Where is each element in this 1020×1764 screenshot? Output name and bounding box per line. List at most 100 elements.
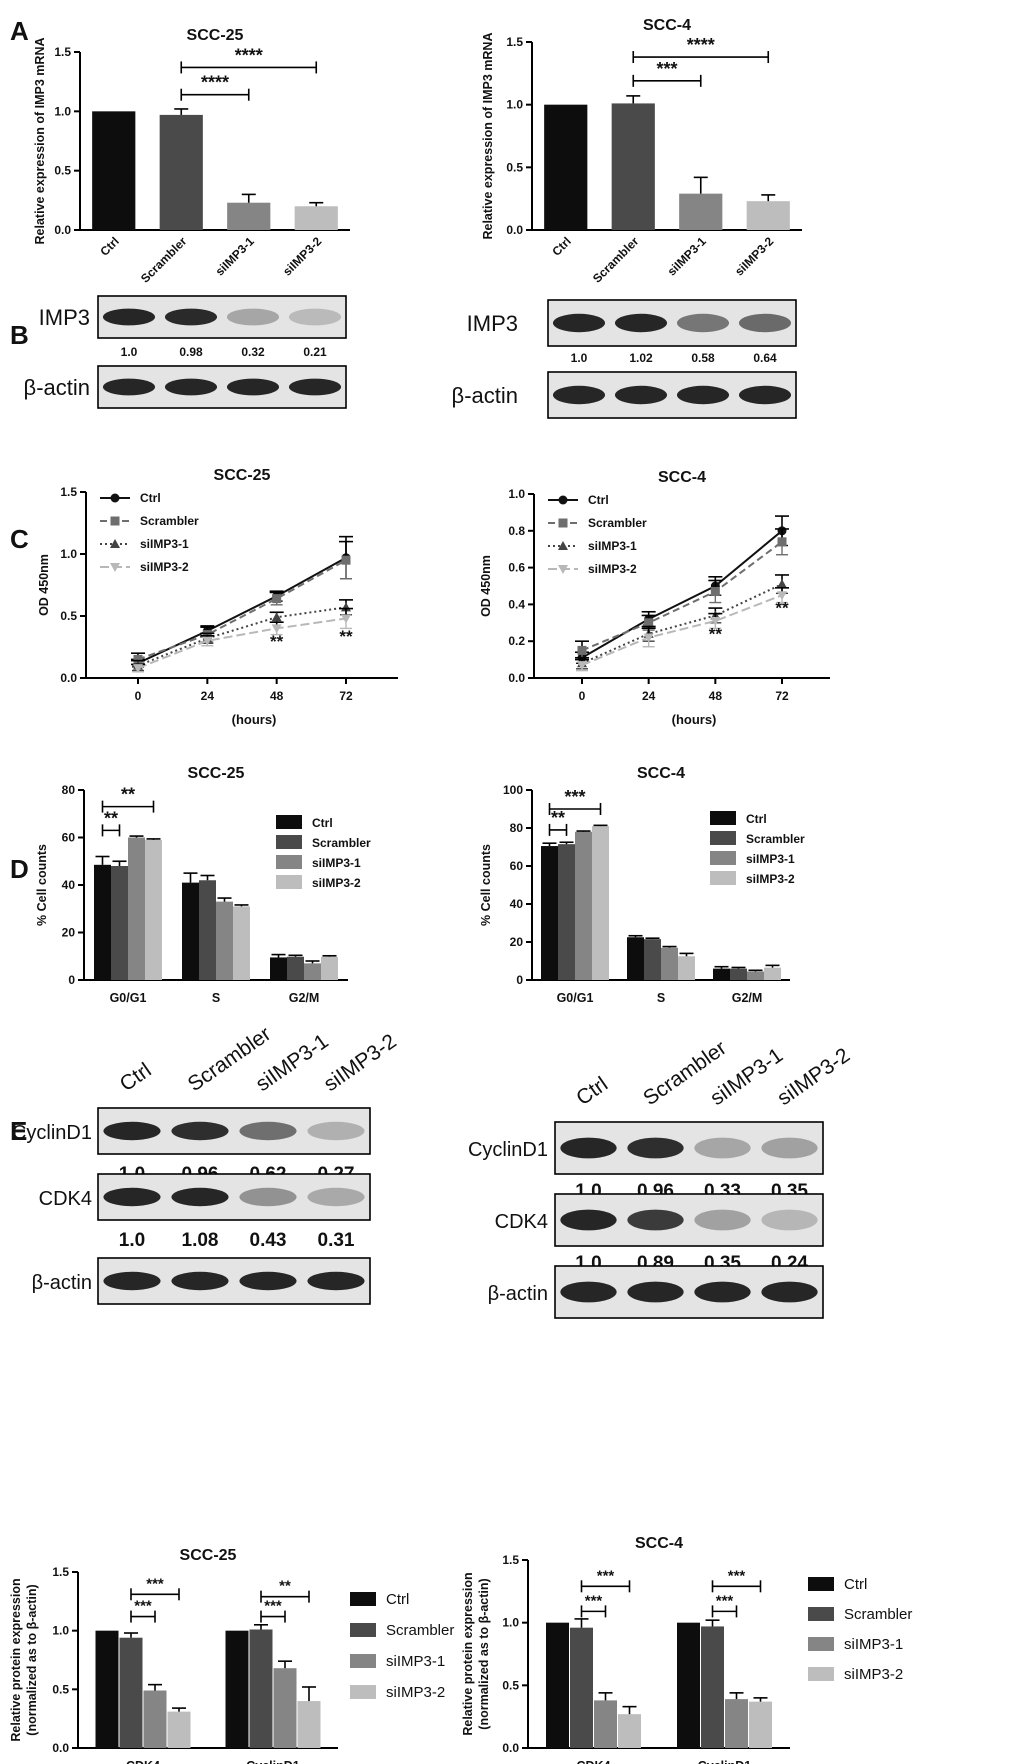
significance-label: ****: [687, 35, 715, 55]
chart-D-right: 0 20 40 60 80 100 SCC-4 % Cell counts G0/G1 S G2/M…: [479, 765, 805, 1005]
x-tick-label: 48: [270, 689, 284, 703]
bar-scrambler: [558, 844, 575, 980]
band: [102, 308, 156, 326]
band: [676, 385, 730, 405]
legend-swatch: [276, 815, 302, 829]
legend-swatch: [350, 1592, 376, 1606]
significance-label: ****: [201, 73, 229, 93]
y-tick-label: 20: [62, 926, 76, 940]
legend-label: siIMP3-1: [140, 537, 189, 551]
bar-ctrl: [544, 104, 588, 230]
series-line-siimp3-1: [581, 583, 783, 665]
x-tick-label: 48: [709, 689, 723, 703]
band-quantification: 0.21: [303, 345, 327, 359]
bar-siimp3-1: [747, 971, 764, 980]
series-line-scrambler: [581, 541, 783, 652]
chart-C-left: 0.0 0.5 1.0 1.5 SCC-25 OD 450nm 0 24 48 72 (hours)…: [37, 467, 398, 727]
band: [307, 1271, 365, 1291]
protein-label: CyclinD1: [12, 1122, 92, 1144]
band-quantification: 0.64: [753, 351, 777, 365]
panel-label-e: E: [10, 1116, 27, 1146]
protein-label: CyclinD1: [468, 1139, 548, 1161]
band-quantification: 1.02: [629, 351, 653, 365]
legend-label: siIMP3-2: [588, 562, 637, 576]
marker-triangle-down: [777, 591, 787, 601]
legend-label: siIMP3-1: [588, 539, 637, 553]
bar-scrambler: [644, 939, 661, 980]
y-tick-label: 80: [62, 783, 76, 797]
bar-scrambler: [111, 866, 128, 980]
legend-label: Scrambler: [588, 516, 647, 530]
bar-siimp3-1: [216, 901, 233, 980]
legend-swatch: [808, 1577, 834, 1591]
band: [552, 385, 606, 405]
band: [627, 1281, 684, 1303]
band: [307, 1187, 365, 1207]
marker-triangle-down: [271, 624, 282, 634]
series-line-scrambler: [137, 559, 347, 661]
y-tick-label: 0.0: [508, 671, 525, 685]
y-axis-label: OD 450nm: [37, 554, 51, 616]
lane-label: siIMP3-2: [320, 1030, 401, 1096]
significance-label: ***: [656, 59, 677, 79]
chart-E-right: 0.0 0.5 1.0 1.5 SCC-4 Relative protein expres…: [461, 1535, 912, 1764]
band-quantification: 1.0: [119, 1230, 145, 1251]
chart-title: SCC-4: [658, 469, 706, 486]
chart-title: SCC-25: [180, 1547, 237, 1564]
significance-label: ***: [146, 1575, 164, 1592]
x-tick-label: 0: [579, 689, 586, 703]
band: [614, 385, 668, 405]
blot-B-left: IMP3 1.0 0.98 0.32 0.21 β-actin: [24, 295, 347, 409]
band: [627, 1137, 684, 1159]
y-axis-label: % Cell counts: [35, 844, 49, 926]
band: [694, 1137, 751, 1159]
bar-siimp3-2: [592, 826, 609, 980]
y-tick-label: 0: [516, 973, 523, 987]
y-tick-label: 1.0: [60, 547, 77, 561]
y-tick-label: 0.6: [508, 561, 525, 575]
legend-swatch: [710, 871, 736, 885]
legend-label: Scrambler: [386, 1622, 454, 1639]
bar-scrambler: [730, 968, 747, 980]
marker-square: [341, 555, 351, 565]
bar-siimp3-2: [764, 967, 781, 980]
marker-triangle-down: [643, 633, 654, 643]
protein-label: β-actin: [32, 1272, 92, 1294]
legend-label: siIMP3-1: [844, 1636, 903, 1653]
band: [552, 313, 606, 333]
bar-siimp3-2: [678, 956, 695, 980]
legend-label: siIMP3-2: [844, 1666, 903, 1683]
bar-ctrl: [546, 1622, 569, 1748]
y-tick-label: 1.0: [508, 487, 525, 501]
legend-label: Scrambler: [746, 832, 805, 846]
y-tick-label: 80: [510, 821, 524, 835]
y-tick-label: 0.0: [52, 1741, 69, 1755]
band: [694, 1281, 751, 1303]
figure-layer: 0.0 0.5 1.0 1.5 SCC-25 Relative expression of…: [9, 17, 912, 1764]
x-tick-label: G2/M: [732, 991, 763, 1005]
y-tick-label: 0.5: [502, 1678, 519, 1692]
significance-label: ***: [585, 1592, 603, 1609]
y-tick-label: 0.5: [506, 160, 523, 174]
bar-siimp3-2: [297, 1701, 321, 1748]
band: [676, 313, 730, 333]
band: [102, 378, 156, 396]
significance-label: **: [339, 627, 353, 646]
legend-swatch: [710, 851, 736, 865]
y-tick-label: 1.5: [502, 1553, 519, 1567]
bar-siimp3-1: [725, 1699, 748, 1748]
legend-swatch: [276, 835, 302, 849]
significance-label: **: [270, 632, 284, 651]
bar-siimp3-2: [233, 906, 250, 980]
legend-swatch: [710, 811, 736, 825]
legend-label: siIMP3-2: [746, 872, 795, 886]
bar-ctrl: [94, 864, 111, 980]
chart-A-right: 0.0 0.5 1.0 1.5 SCC-4 Relative expression of …: [481, 17, 802, 286]
bar-scrambler: [159, 114, 203, 230]
legend-swatch: [350, 1623, 376, 1637]
legend-swatch: [808, 1607, 834, 1621]
band: [694, 1209, 751, 1231]
x-tick-label: 72: [339, 689, 353, 703]
lane-label: Ctrl: [572, 1073, 612, 1111]
band-quantification: 0.58: [691, 351, 715, 365]
